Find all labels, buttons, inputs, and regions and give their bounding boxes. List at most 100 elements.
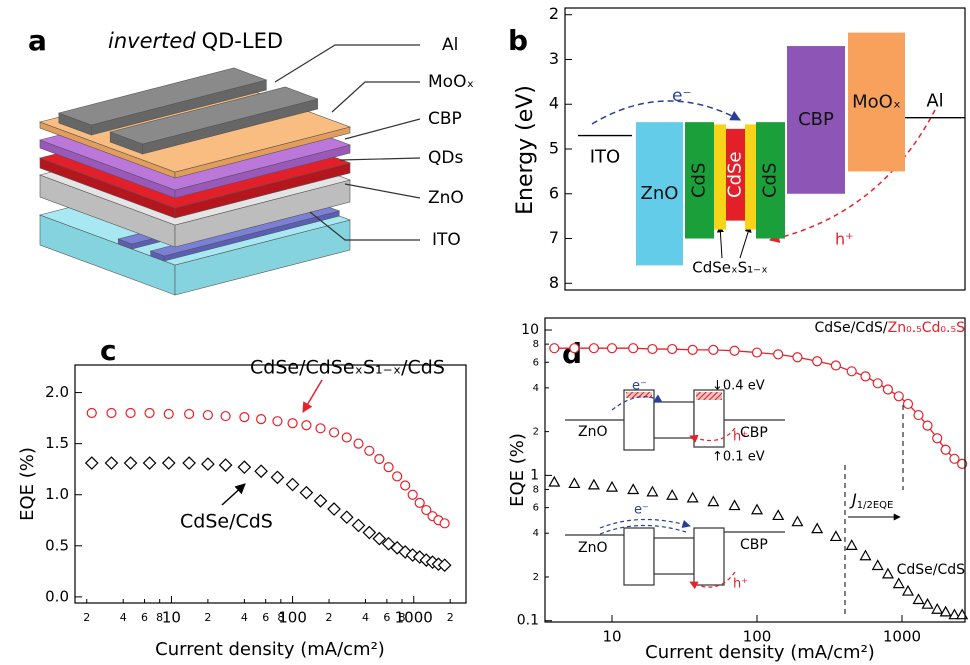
marker <box>374 453 385 465</box>
marker <box>237 460 252 474</box>
y-axis-label: EQE (%) <box>17 447 38 521</box>
title-italic: inverted <box>108 29 196 53</box>
layer-label: ITO <box>432 230 461 250</box>
j-label: J1/2EQE <box>849 490 893 512</box>
marker <box>142 456 157 470</box>
marker <box>270 470 285 485</box>
electron-path <box>591 100 741 125</box>
y-tick-label: 6 <box>533 503 539 514</box>
marker <box>606 343 618 354</box>
marker <box>569 343 580 354</box>
leader-lines <box>274 44 421 241</box>
marker <box>729 345 740 356</box>
x-tick-label: 2 <box>326 611 333 624</box>
marker <box>932 433 943 444</box>
hatch <box>696 392 722 400</box>
plot-frame <box>544 317 966 623</box>
marker <box>812 356 823 367</box>
title-text: QD-LED <box>202 29 283 53</box>
al-stripe <box>109 86 319 145</box>
y-tick-label: 8 <box>549 273 559 292</box>
inset-label: CBP <box>740 425 768 441</box>
plot-frame <box>74 364 467 604</box>
y-tick-label: 8 <box>533 339 539 350</box>
x-axis-label: Current density (mA/cm²) <box>645 642 875 663</box>
y-tick-label: 5 <box>549 139 559 158</box>
marker <box>686 491 699 503</box>
leader <box>344 118 421 140</box>
inset-label: ↓0.4 eV <box>712 379 765 394</box>
marker <box>892 577 905 589</box>
marker <box>587 478 600 490</box>
marker <box>84 456 99 470</box>
layer-label: MoOₓ <box>428 72 474 92</box>
x-tick-label: 2 <box>447 611 454 624</box>
marker <box>299 485 314 500</box>
marker <box>830 360 841 371</box>
panel-label: c <box>100 334 117 367</box>
marker <box>846 366 857 377</box>
marker <box>859 549 872 561</box>
marker <box>548 475 561 487</box>
y-tick-label: 4 <box>549 94 559 113</box>
level-label: ITO <box>590 147 620 168</box>
marker <box>588 343 599 354</box>
marker <box>201 457 215 471</box>
marker <box>627 483 640 495</box>
well-box <box>653 537 695 575</box>
arrow <box>221 483 246 506</box>
marker <box>256 414 267 425</box>
marker <box>106 407 117 419</box>
band-label: MoOₓ <box>852 92 901 113</box>
marker <box>392 471 403 482</box>
marker <box>437 558 452 573</box>
leader <box>344 183 421 199</box>
level-label: Al <box>926 91 943 112</box>
arrow <box>716 225 724 259</box>
y-tick-label: 4 <box>533 383 539 394</box>
layer-label: Al <box>442 35 458 55</box>
marker <box>921 597 934 609</box>
panel-title: inverted QD-LED <box>108 29 283 53</box>
marker <box>383 462 394 473</box>
band <box>685 122 714 239</box>
inset-bottom <box>565 518 785 590</box>
band <box>756 122 785 239</box>
marker <box>341 432 352 443</box>
x-tick-label: 4 <box>362 611 369 624</box>
x-tick-label: 10 <box>162 609 181 627</box>
marker <box>287 418 298 429</box>
marker <box>161 456 176 470</box>
y-tick-label: 2 <box>549 4 559 23</box>
hole-label: h⁺ <box>835 230 854 249</box>
x-tick-label: 10 <box>602 628 621 646</box>
electron-label: e⁻ <box>672 86 691 106</box>
marker <box>707 495 720 507</box>
x-axis-label: Current density (mA/cm²) <box>155 639 385 660</box>
electron-path <box>599 518 691 529</box>
marker <box>845 539 858 550</box>
marker <box>750 503 764 515</box>
leader <box>309 211 420 241</box>
marker <box>931 602 944 614</box>
marker <box>667 343 678 355</box>
marker <box>144 407 155 419</box>
y-tick-label: 1 <box>530 467 539 483</box>
series-label: CdSe/CdS <box>180 511 273 533</box>
marker <box>791 515 804 527</box>
panel-label: d <box>562 337 582 370</box>
marker <box>646 485 659 497</box>
layer-label: ZnO <box>428 188 464 208</box>
hole-path <box>768 109 936 244</box>
marker <box>439 518 450 529</box>
layer-label: CBP <box>428 109 462 129</box>
x-tick-label: 100 <box>278 609 307 627</box>
marker <box>940 444 951 455</box>
electron-path <box>599 524 687 535</box>
marker <box>792 352 803 363</box>
leader <box>331 81 420 113</box>
marker <box>272 416 283 427</box>
marker <box>872 378 883 389</box>
band-label: CdS <box>689 163 710 198</box>
